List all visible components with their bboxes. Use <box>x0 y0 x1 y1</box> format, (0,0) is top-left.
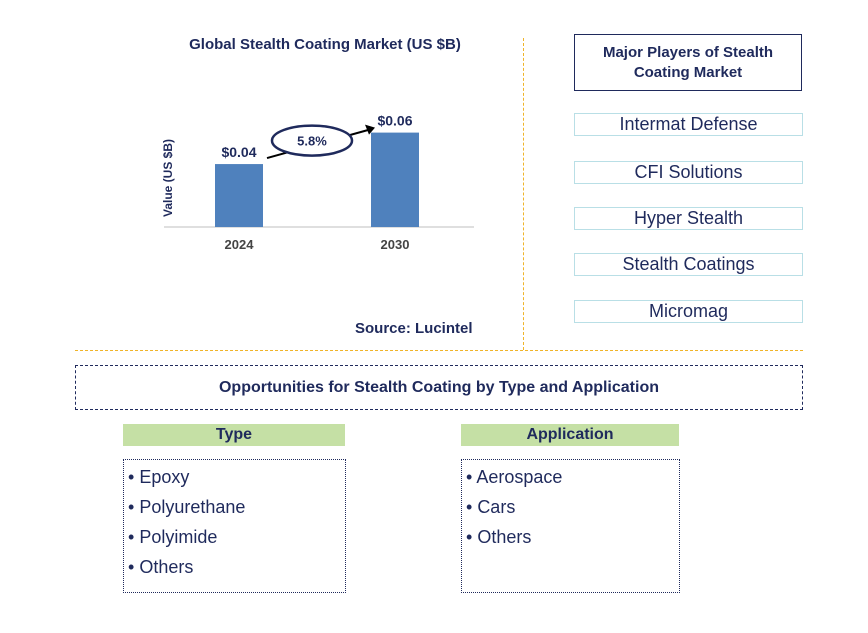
cagr-label: 5.8% <box>297 134 327 149</box>
list-item: Epoxy <box>128 462 345 492</box>
list-item: Cars <box>466 492 679 522</box>
list-item: Polyimide <box>128 522 345 552</box>
type-list: Epoxy Polyurethane Polyimide Others <box>123 459 346 593</box>
vertical-divider <box>523 38 524 350</box>
list-item: Others <box>466 522 679 552</box>
player-item: Micromag <box>574 300 803 323</box>
application-list: Aerospace Cars Others <box>461 459 680 593</box>
source-note: Source: Lucintel <box>355 320 473 337</box>
list-item: Others <box>128 552 345 582</box>
opportunities-title: Opportunities for Stealth Coating by Typ… <box>75 365 803 410</box>
list-item: Polyurethane <box>128 492 345 522</box>
type-heading: Type <box>123 424 345 446</box>
cagr-arrowhead <box>365 124 375 135</box>
list-item: Aerospace <box>466 462 679 492</box>
horizontal-divider <box>75 350 803 351</box>
data-label: $0.04 <box>221 144 256 160</box>
cagr-ellipse <box>270 124 354 157</box>
chart-title: Global Stealth Coating Market (US $B) <box>189 36 461 53</box>
bar-2024 <box>215 164 263 227</box>
player-item: Stealth Coatings <box>574 253 803 276</box>
application-heading: Application <box>461 424 679 446</box>
player-item: Intermat Defense <box>574 113 803 136</box>
bar-chart: Value (US $B) $0.04 2024 $0.06 2030 5.8% <box>161 113 474 252</box>
players-title: Major Players of Stealth Coating Market <box>574 34 802 91</box>
bar-2030 <box>371 132 419 227</box>
data-label: $0.06 <box>377 113 412 129</box>
x-tick-label: 2024 <box>225 237 255 252</box>
player-item: CFI Solutions <box>574 161 803 184</box>
y-axis-label: Value (US $B) <box>161 139 175 217</box>
x-tick-label: 2030 <box>381 237 410 252</box>
player-item: Hyper Stealth <box>574 207 803 230</box>
